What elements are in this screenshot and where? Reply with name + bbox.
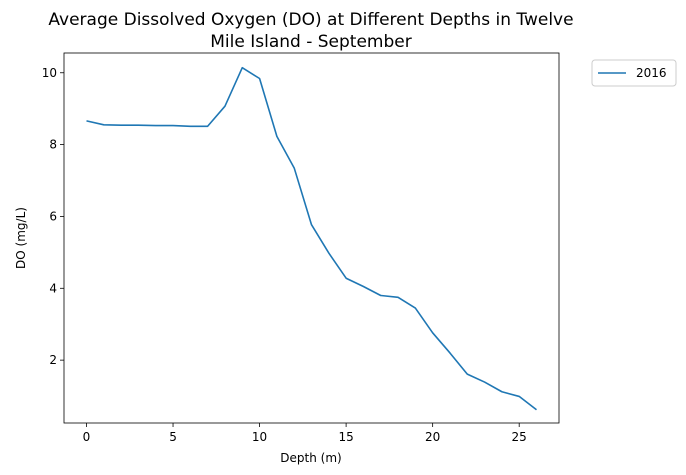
legend: 2016: [591, 59, 677, 87]
x-tick-label: 10: [252, 430, 267, 444]
y-tick-label: 2: [49, 353, 57, 367]
x-tick-label: 25: [512, 430, 527, 444]
series-line-2016: [86, 66, 537, 411]
x-tick-label: 5: [169, 430, 177, 444]
x-tick-label: 15: [338, 430, 353, 444]
plot-area: [63, 52, 560, 424]
y-tick-label: 4: [49, 281, 57, 295]
chart-title-line-1: Average Dissolved Oxygen (DO) at Differe…: [48, 10, 573, 30]
plot-frame: [63, 52, 560, 424]
legend-label: 2016: [636, 66, 667, 80]
y-axis-label: DO (mg/L): [14, 207, 28, 269]
chart-title-line-2: Mile Island - September: [210, 32, 411, 52]
y-tick-label: 6: [49, 209, 57, 223]
x-axis-ticks: 0 5 10 15 20 25: [83, 423, 527, 444]
legend-box: [591, 59, 677, 87]
series-layer: [86, 66, 537, 411]
x-axis-label: Depth (m): [280, 451, 341, 465]
y-axis-ticks: 2 4 6 8 10: [42, 66, 64, 367]
y-tick-label: 10: [42, 66, 57, 80]
x-tick-label: 0: [83, 430, 91, 444]
y-tick-label: 8: [49, 138, 57, 152]
x-tick-label: 20: [425, 430, 440, 444]
